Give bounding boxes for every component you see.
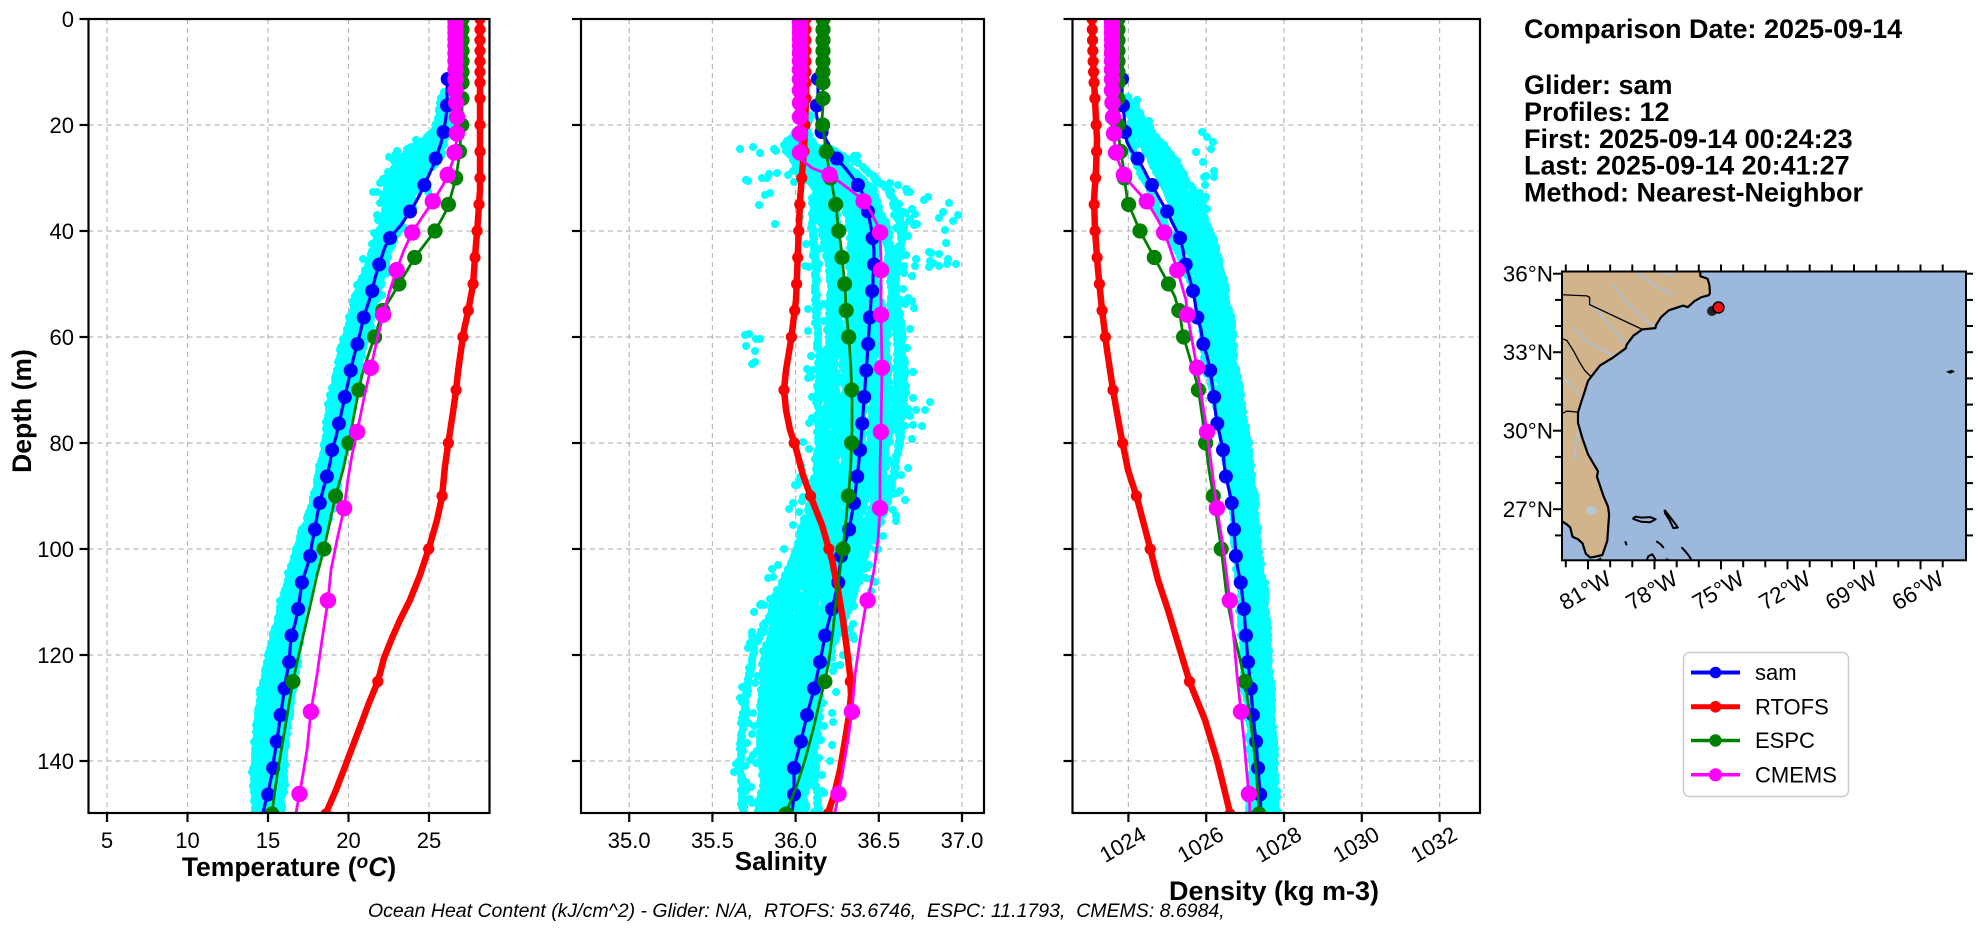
svg-text:RTOFS: RTOFS [1755,694,1829,719]
svg-text:sam: sam [1755,660,1797,685]
svg-text:ESPC: ESPC [1755,728,1815,753]
svg-text:Salinity: Salinity [735,846,828,876]
svg-text:27°N: 27°N [1503,497,1553,522]
svg-text:First: 2025-09-14 00:24:23: First: 2025-09-14 00:24:23 [1524,124,1853,154]
svg-text:Last: 2025-09-14 20:41:27: Last: 2025-09-14 20:41:27 [1524,151,1850,181]
svg-text:80: 80 [50,431,74,456]
svg-text:40: 40 [50,219,74,244]
svg-text:Density (kg m-3): Density (kg m-3) [1169,876,1379,906]
svg-text:Depth (m): Depth (m) [7,349,37,473]
svg-text:35.0: 35.0 [608,828,651,853]
svg-text:15: 15 [256,828,280,853]
svg-text:Method: Nearest-Neighbor: Method: Nearest-Neighbor [1524,178,1864,208]
svg-text:36.5: 36.5 [857,828,900,853]
svg-text:35.5: 35.5 [691,828,734,853]
svg-text:36°N: 36°N [1503,262,1553,287]
svg-text:33°N: 33°N [1503,340,1553,365]
svg-text:20: 20 [336,828,360,853]
svg-text:Temperature (oC): Temperature (oC) [182,852,396,882]
svg-text:20: 20 [50,113,74,138]
svg-text:Comparison Date: 2025-09-14: Comparison Date: 2025-09-14 [1524,14,1902,44]
svg-text:25: 25 [417,828,441,853]
svg-text:0: 0 [62,7,74,32]
svg-text:36.0: 36.0 [774,828,817,853]
svg-text:Glider: sam: Glider: sam [1524,70,1673,100]
svg-text:140: 140 [37,749,74,774]
svg-text:Ocean Heat Content (kJ/cm^2) -: Ocean Heat Content (kJ/cm^2) - Glider: N… [368,900,1225,922]
svg-text:5: 5 [101,828,113,853]
svg-text:37.0: 37.0 [941,828,984,853]
svg-text:120: 120 [37,643,74,668]
svg-text:10: 10 [175,828,199,853]
svg-text:Profiles: 12: Profiles: 12 [1524,97,1670,127]
svg-text:60: 60 [50,325,74,350]
svg-text:100: 100 [37,537,74,562]
svg-text:CMEMS: CMEMS [1755,762,1837,787]
svg-text:30°N: 30°N [1503,419,1553,444]
